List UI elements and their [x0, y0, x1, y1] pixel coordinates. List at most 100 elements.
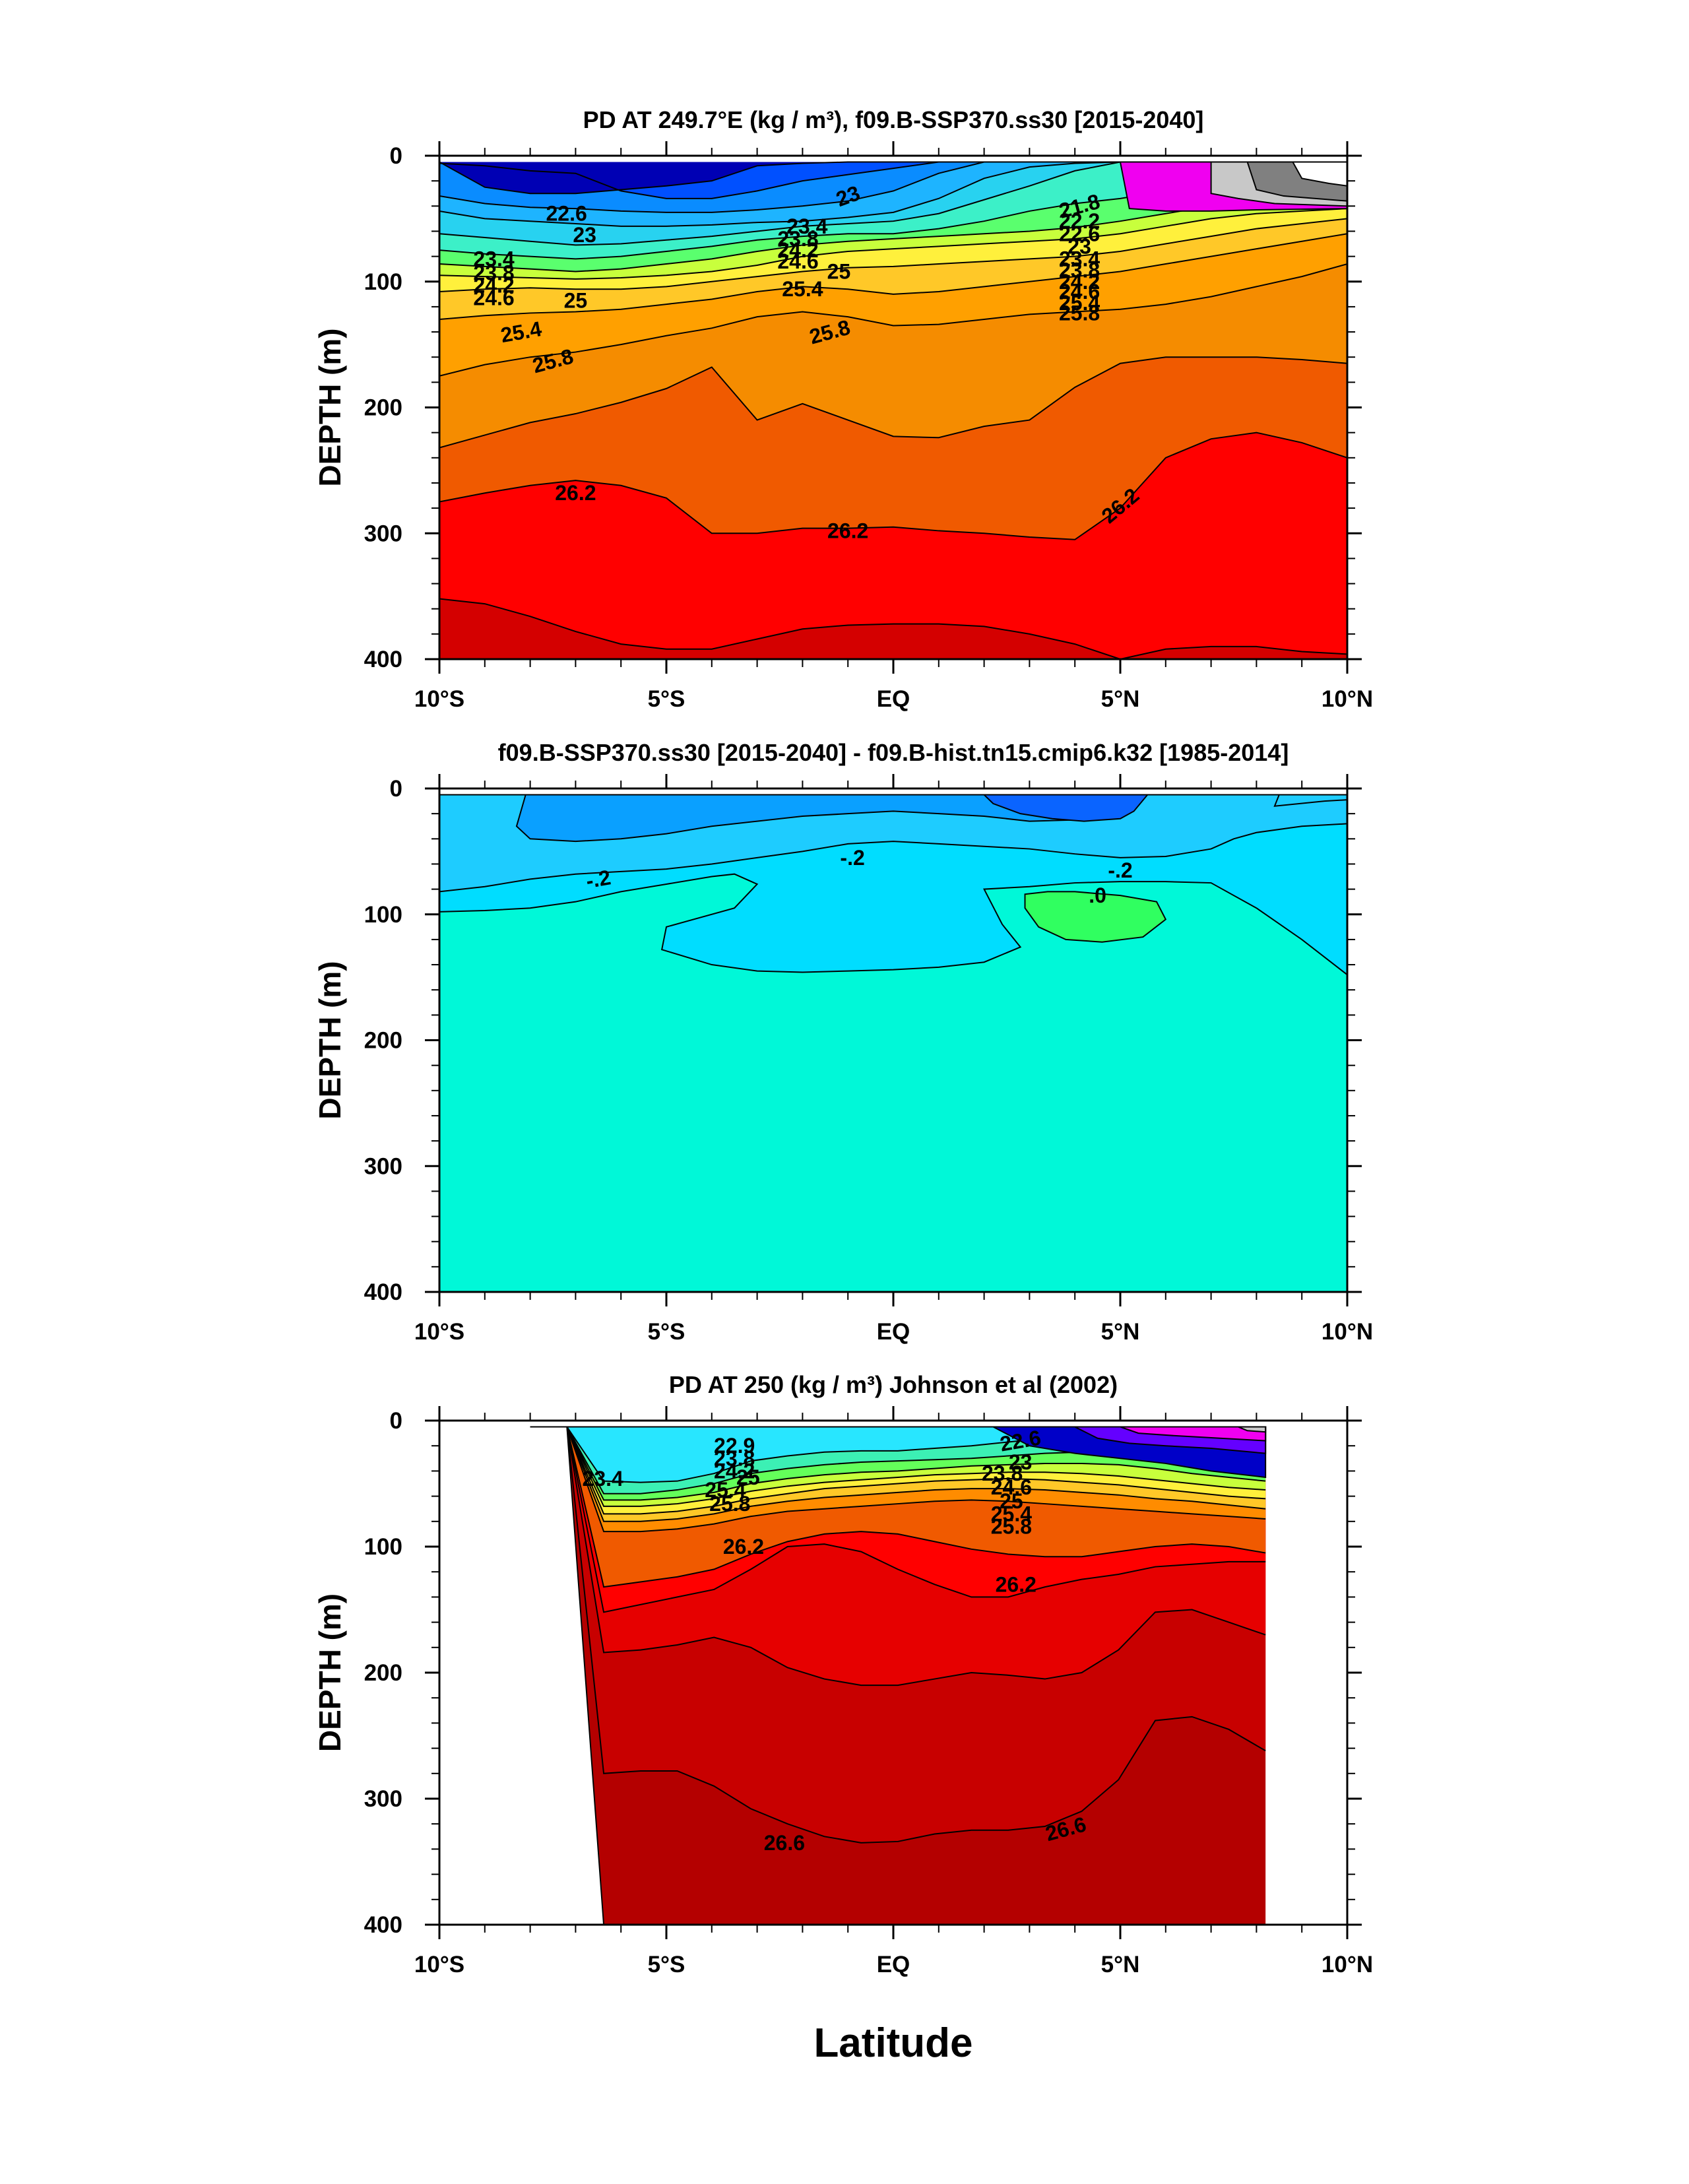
contour-line-24.2	[530, 1426, 1266, 1501]
plot-area: 23.422.923.824.22525.425.822.62323.824.6…	[530, 1425, 1267, 1925]
y-tick-label: 300	[364, 1786, 402, 1812]
contour-label: 25	[564, 288, 588, 312]
contour-label: 22.6	[1059, 222, 1100, 245]
x-tick-label: 5°N	[1101, 1952, 1140, 1977]
contour-line-26	[439, 356, 1347, 449]
panel-title: PD AT 250 (kg / m³) Johnson et al (2002)	[669, 1371, 1118, 1398]
contour-label: 24.2	[473, 273, 514, 297]
contour-label: 24.6	[1059, 280, 1100, 304]
contour-label: 25.4	[705, 1478, 746, 1502]
contour-label: 23.4	[473, 247, 514, 271]
contour-label: 25.8	[709, 1492, 750, 1516]
y-tick-label: 100	[364, 269, 402, 295]
contour-label: 24.2	[1059, 270, 1100, 294]
difference-region-4	[982, 794, 1149, 822]
plot-area: -.2-.2-.2.0	[439, 794, 1347, 1292]
x-tick-label: EQ	[877, 1319, 910, 1345]
density-band-23.4	[530, 1427, 1266, 1483]
surface-region-4	[1291, 161, 1347, 187]
contour-label: -.2	[840, 846, 864, 870]
x-tick-label: 5°S	[648, 686, 685, 712]
contour-line-25	[439, 218, 1347, 293]
contour-label: -.2	[584, 865, 612, 893]
y-tick-label: 300	[364, 521, 402, 546]
y-tick-label: 0	[390, 143, 402, 169]
contour-label: 23.4	[583, 1467, 623, 1491]
x-tick-label: 5°S	[648, 1952, 685, 1977]
panel-3: 23.422.923.824.22525.425.822.62323.824.6…	[313, 1371, 1373, 2066]
contour-label: 26.6	[764, 1831, 805, 1855]
x-tick-label: 10°S	[414, 1952, 464, 1977]
y-tick-label: 200	[364, 1660, 402, 1686]
x-tick-label: 10°N	[1322, 686, 1373, 712]
contour-label: .0	[1089, 883, 1106, 907]
contour-line-25.4	[439, 233, 1347, 320]
difference-region-5	[1273, 794, 1347, 807]
x-tick-label: 10°S	[414, 1319, 464, 1345]
x-tick-label: EQ	[877, 1952, 910, 1977]
contour-label: 23.8	[777, 227, 818, 251]
contour-label: 26.2	[996, 1572, 1036, 1596]
contour-label: 26.2	[827, 519, 868, 542]
y-tick-label: 400	[364, 1912, 402, 1938]
x-tick-label: 10°S	[414, 686, 464, 712]
y-tick-label: 200	[364, 1028, 402, 1054]
y-tick-label: 200	[364, 395, 402, 421]
y-tick-label: 400	[364, 1279, 402, 1305]
y-axis-label: DEPTH (m)	[313, 1593, 347, 1752]
panel-title: PD AT 249.7°E (kg / m³), f09.B-SSP370.ss…	[583, 106, 1204, 133]
contour-label: 22.9	[714, 1434, 755, 1458]
contour-line-25.8	[530, 1426, 1266, 1533]
contour-line-26.2	[530, 1426, 1266, 1613]
contour-line-26.4	[439, 598, 1347, 659]
contour-line-26.4	[530, 1426, 1266, 1686]
contour-line-26.6	[530, 1426, 1266, 1844]
contour-label: 23.8	[982, 1461, 1023, 1485]
contour-line-25.4	[530, 1426, 1266, 1522]
y-axis-label: DEPTH (m)	[313, 961, 347, 1119]
contour-label: 23.4	[786, 214, 827, 238]
y-tick-label: 0	[390, 776, 402, 802]
x-tick-label: 5°N	[1101, 686, 1140, 712]
contour-label: 25	[827, 259, 851, 283]
contour-label: 23.4	[1059, 247, 1100, 271]
difference-region-6	[1024, 891, 1167, 943]
contour-label: 25.4	[991, 1502, 1032, 1526]
contour-line-25.8	[439, 263, 1347, 377]
x-tick-label: 10°N	[1322, 1319, 1373, 1345]
y-tick-label: 100	[364, 902, 402, 928]
x-tick-label: 10°N	[1322, 1952, 1373, 1977]
contour-line-26	[530, 1426, 1266, 1588]
y-tick-label: 100	[364, 1534, 402, 1560]
contour-label: 24.2	[777, 238, 818, 262]
contour-label: 26.2	[555, 481, 596, 505]
x-tick-label: 5°N	[1101, 1319, 1140, 1345]
contour-label: 23.8	[714, 1446, 755, 1470]
contour-line-25	[530, 1426, 1266, 1515]
surface-region-4	[1238, 1426, 1267, 1433]
y-tick-label: 400	[364, 647, 402, 672]
panel-title: f09.B-SSP370.ss30 [2015-2040] - f09.B-hi…	[498, 739, 1289, 766]
contour-label: 23.8	[1059, 259, 1100, 282]
contour-label: 24.6	[991, 1475, 1032, 1499]
contour-label: 25.4	[782, 277, 823, 301]
contour-label: 23	[1009, 1450, 1033, 1474]
contour-line-26.2	[439, 432, 1347, 540]
y-axis-label: DEPTH (m)	[313, 328, 347, 486]
contour-label: 24.2	[714, 1459, 755, 1483]
contour-line-24.6	[439, 208, 1347, 280]
x-tick-label: 5°S	[648, 1319, 685, 1345]
contour-label: 22.2	[1059, 209, 1100, 233]
contour-label: 25.4	[1059, 291, 1100, 315]
contour-label: 23	[573, 223, 596, 247]
x-tick-label: EQ	[877, 686, 910, 712]
y-tick-label: 0	[390, 1408, 402, 1434]
contour-label: 25	[736, 1465, 760, 1489]
contour-label: 26.2	[723, 1535, 764, 1558]
contour-label: 23	[1068, 234, 1091, 258]
contour-label: 22.6	[546, 202, 587, 226]
